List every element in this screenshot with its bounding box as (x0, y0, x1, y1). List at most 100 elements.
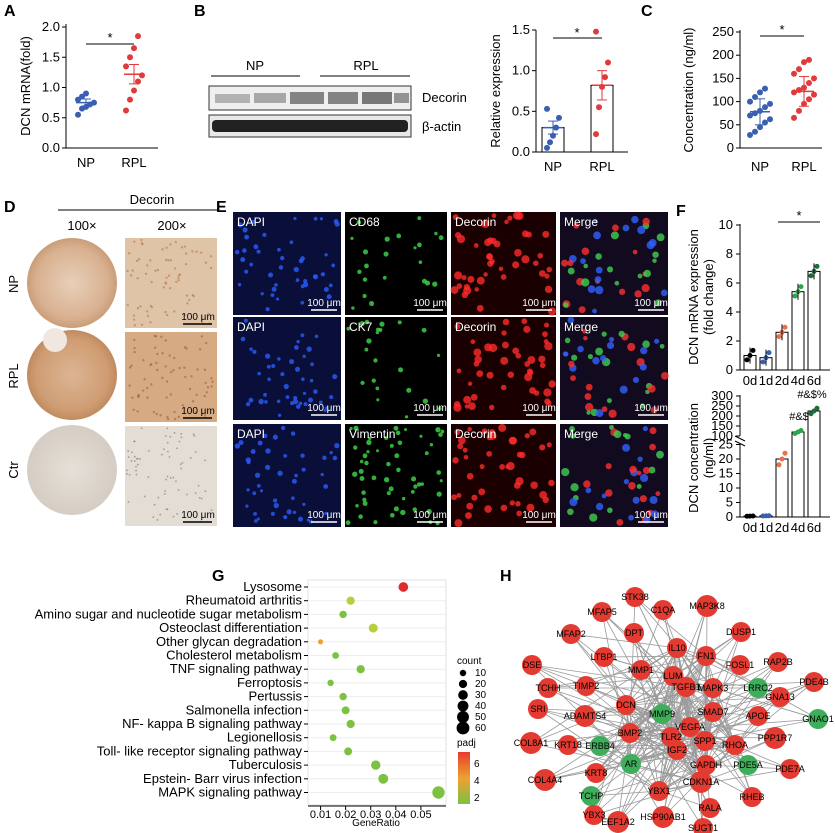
if-channel-label: Vimentin (349, 427, 395, 441)
if-scale-label: 100 μm (413, 510, 447, 521)
x-tick-label: 2d (775, 520, 789, 535)
term-label: Pertussis (249, 689, 303, 704)
network-node-label: MFAP5 (587, 607, 617, 617)
network-node (581, 786, 601, 806)
ihc-cell (188, 387, 192, 391)
data-point (796, 107, 802, 114)
panel-f-chart: 0 2 4 6 8 10 DCN mRNA expression (fold change… (686, 208, 830, 535)
panel-f-bottom-ylabel-1: DCN concentration (686, 403, 701, 513)
term-label: Rheumatoid arthritis (186, 593, 303, 608)
ihc-cell (164, 310, 167, 314)
panel-b-x-np: NP (544, 159, 562, 174)
ihc-cell (191, 250, 194, 253)
ihc-cell (156, 352, 159, 356)
ihc-cell (173, 417, 177, 421)
network-edge (629, 732, 753, 798)
ihc-cell (205, 341, 208, 345)
ihc-cell (143, 378, 146, 381)
blot-actin-label: β-actin (422, 119, 461, 134)
ihc-cell (133, 455, 136, 458)
ihc-cell (173, 356, 176, 360)
enrichment-point (332, 652, 340, 659)
ihc-cell (133, 350, 136, 354)
term-label: TNF signaling pathway (170, 661, 303, 676)
ihc-cell (172, 369, 175, 372)
term-label: Epstein- Barr virus infection (143, 771, 302, 786)
data-point (747, 132, 753, 139)
ihc-cell (172, 476, 175, 479)
panel-f-sig: * (796, 208, 801, 223)
ihc-cell (126, 472, 128, 475)
data-point (776, 462, 782, 468)
if-scale-label: 100 μm (307, 510, 341, 521)
blot-rpl-label: RPL (353, 58, 378, 73)
ihc-cell (163, 448, 165, 451)
network-node (700, 798, 720, 818)
term-label: NF- kappa B signaling pathway (122, 716, 302, 731)
ihc-cell (197, 484, 200, 487)
panel-g-xlabel: GeneRatio (352, 818, 400, 829)
network-node (625, 587, 645, 607)
ihc-cell (157, 496, 160, 499)
network-node-label: RAP2B (763, 657, 793, 667)
network-node (696, 755, 716, 775)
network-node-label: LTBP1 (591, 652, 618, 662)
network-node (652, 806, 674, 828)
blot-decorin-label: Decorin (422, 90, 467, 105)
ihc-cell (147, 450, 150, 452)
ihc-cell (133, 460, 136, 463)
count-legend-dot (458, 690, 468, 700)
ihc-cell (140, 242, 144, 245)
ihc-cell (139, 305, 142, 308)
ihc-cell (191, 400, 195, 403)
ihc-cell (178, 273, 182, 276)
ytick-label: 10 (719, 217, 733, 232)
network-edge (670, 736, 776, 739)
ihc-cell (128, 473, 131, 476)
network-edge (599, 711, 714, 747)
ytick-label: 0 (726, 509, 733, 524)
ihc-cell (169, 243, 172, 246)
data-point (750, 513, 756, 519)
ihc-cell (183, 366, 186, 369)
data-point (747, 98, 753, 105)
network-node (561, 624, 581, 644)
ihc-cell (149, 259, 152, 262)
network-node-label: COL8A1 (514, 738, 549, 748)
network-node-label: DPT (625, 628, 644, 638)
ihc-cell (177, 276, 180, 280)
enrichment-point (356, 665, 365, 674)
ytick-label: 50 (720, 117, 734, 132)
ihc-cell (173, 310, 176, 313)
network-node-label: DUSP1 (726, 627, 756, 637)
ihc-cell (144, 272, 148, 276)
if-signal (345, 425, 445, 526)
data-point (547, 139, 553, 146)
network-edge (634, 596, 707, 657)
ytick-label: 200 (712, 47, 734, 62)
ihc-cell (154, 346, 157, 349)
ihc-cell (178, 440, 181, 443)
network-edge (630, 763, 702, 783)
x-tick-label: 6d (807, 373, 821, 388)
ihc-cell (135, 259, 139, 263)
network-node (586, 763, 606, 783)
panel-f-annot-1: #&$ (789, 411, 809, 423)
data-point (811, 91, 817, 98)
ihc-cell (175, 480, 177, 483)
ihc-cell (165, 258, 168, 262)
padj-legend-label: 4 (474, 776, 480, 787)
network-node-label: IGF2 (667, 745, 687, 755)
ytick-label: 0.0 (512, 144, 530, 159)
x-tick-label: 1d (759, 520, 773, 535)
ihc-cell (195, 250, 198, 253)
x-tick-label: 1d (759, 373, 773, 388)
network-node (703, 678, 723, 698)
enrichment-point (339, 692, 347, 701)
network-node-label: RHEB (739, 792, 764, 802)
network-node (620, 723, 640, 743)
data-point (766, 513, 772, 519)
network-node-label: ADAMTS4 (564, 711, 607, 721)
if-scale-label: 100 μm (522, 403, 556, 414)
count-legend-label: 50 (475, 712, 487, 723)
